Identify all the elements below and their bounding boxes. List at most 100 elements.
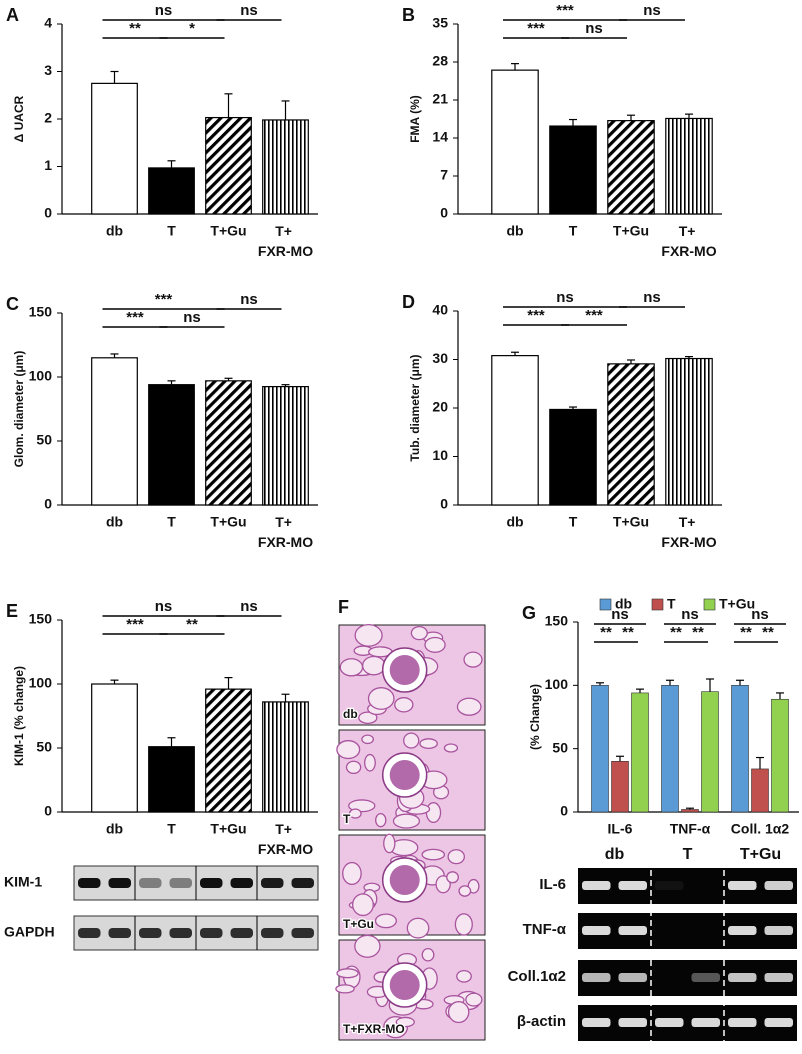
blot-band — [764, 1018, 793, 1027]
significance-label: *** — [556, 2, 574, 19]
significance-label: *** — [527, 307, 545, 324]
blot-band — [230, 878, 253, 888]
y-tick-label: 3 — [44, 62, 52, 78]
y-axis-label: FMA (%) — [408, 95, 422, 143]
significance-label: ns — [240, 2, 258, 19]
significance-label: *** — [527, 20, 545, 37]
blot-band — [582, 881, 611, 890]
blot-band — [764, 973, 793, 982]
bar — [491, 355, 539, 506]
bar — [148, 384, 195, 506]
bar — [262, 386, 309, 506]
blot-band — [139, 878, 162, 888]
tubule — [392, 813, 421, 829]
y-tick-label: 30 — [432, 350, 448, 366]
significance-label: ** — [692, 624, 704, 641]
significance-label: ns — [611, 606, 629, 623]
y-tick-label: 100 — [545, 676, 569, 692]
x-tick-label: T+Gu — [210, 514, 246, 530]
tubule — [352, 893, 374, 917]
y-tick-label: 7 — [440, 167, 448, 183]
significance-label: ** — [622, 624, 634, 641]
blot-band — [582, 1018, 611, 1027]
y-axis-label: KIM-1 (% change) — [12, 666, 26, 766]
blot-row-label: β-actin — [517, 1013, 566, 1030]
y-tick-label: 40 — [432, 302, 448, 318]
bar — [631, 692, 649, 813]
bar — [665, 117, 713, 215]
tubule — [424, 636, 446, 653]
legend-label: T — [667, 596, 676, 612]
blot-band — [169, 878, 192, 888]
x-tick-label: T — [167, 514, 176, 530]
blot-band — [764, 881, 793, 890]
blot-band — [728, 1018, 757, 1027]
tubule — [421, 947, 435, 962]
panel-letter: F — [338, 597, 349, 617]
histology-image — [338, 623, 486, 726]
glomerulus-core — [389, 970, 420, 1000]
blot-row-label: TNF-α — [523, 921, 567, 938]
bar — [549, 125, 597, 215]
x-tick-label: db — [106, 223, 123, 239]
x-tick-label: IL-6 — [608, 821, 633, 837]
tubule — [419, 738, 438, 750]
x-tick-label: T+ FXR-MO — [258, 223, 313, 259]
x-tick-label: db — [506, 223, 523, 239]
significance-label: *** — [126, 309, 144, 326]
bar — [205, 688, 252, 813]
y-tick-label: 150 — [29, 611, 53, 627]
tubule — [383, 833, 396, 854]
tubule — [395, 1016, 415, 1028]
tubule — [446, 871, 459, 884]
y-tick-label: 28 — [432, 53, 448, 69]
blot-band — [291, 928, 314, 938]
blot-band — [108, 928, 131, 938]
blot-band — [618, 926, 647, 935]
x-tick-label: T+ FXR-MO — [661, 223, 716, 259]
x-tick-label: T+ FXR-MO — [258, 821, 313, 857]
blot-row-label: Coll.1α2 — [508, 968, 566, 985]
blot-lane-label: db — [605, 846, 625, 863]
significance-label: ns — [585, 20, 603, 37]
blot-band — [618, 973, 647, 982]
bar — [205, 116, 252, 215]
blot-band — [728, 926, 757, 935]
tubule — [364, 753, 376, 772]
blot-row-label: KIM-1 — [4, 874, 42, 890]
y-tick-label: 4 — [44, 15, 52, 31]
bar — [771, 698, 789, 813]
histology-label: T+FXR-MO — [343, 1022, 405, 1036]
significance-label: ** — [670, 624, 682, 641]
tubule — [367, 687, 395, 710]
tubule — [447, 849, 465, 865]
tubule — [342, 861, 362, 886]
significance-label: ns — [240, 291, 258, 308]
tubule — [348, 808, 362, 819]
blot-band — [655, 1018, 684, 1027]
x-tick-label: T+ FXR-MO — [661, 514, 716, 550]
tubule — [406, 917, 430, 939]
y-tick-label: 50 — [36, 432, 52, 448]
significance-label: ** — [129, 20, 141, 37]
tubule — [375, 812, 387, 828]
legend-swatch — [651, 598, 664, 611]
significance-label: ** — [186, 616, 198, 633]
y-tick-label: 0 — [44, 205, 52, 221]
blot-row-label: GAPDH — [4, 924, 55, 940]
blot-strip — [578, 913, 797, 949]
tubule — [335, 984, 355, 994]
tubule — [362, 655, 386, 676]
significance-label: ns — [643, 289, 661, 306]
significance-label: ** — [762, 624, 774, 641]
blot-band — [691, 973, 720, 982]
bar — [681, 809, 699, 813]
blot-band — [139, 928, 162, 938]
tubule — [456, 969, 472, 983]
panel-letter: E — [6, 601, 18, 621]
x-tick-label: db — [506, 514, 523, 530]
y-tick-label: 35 — [432, 15, 448, 31]
y-axis-label: (% Change) — [528, 684, 542, 750]
y-tick-label: 14 — [432, 129, 448, 145]
